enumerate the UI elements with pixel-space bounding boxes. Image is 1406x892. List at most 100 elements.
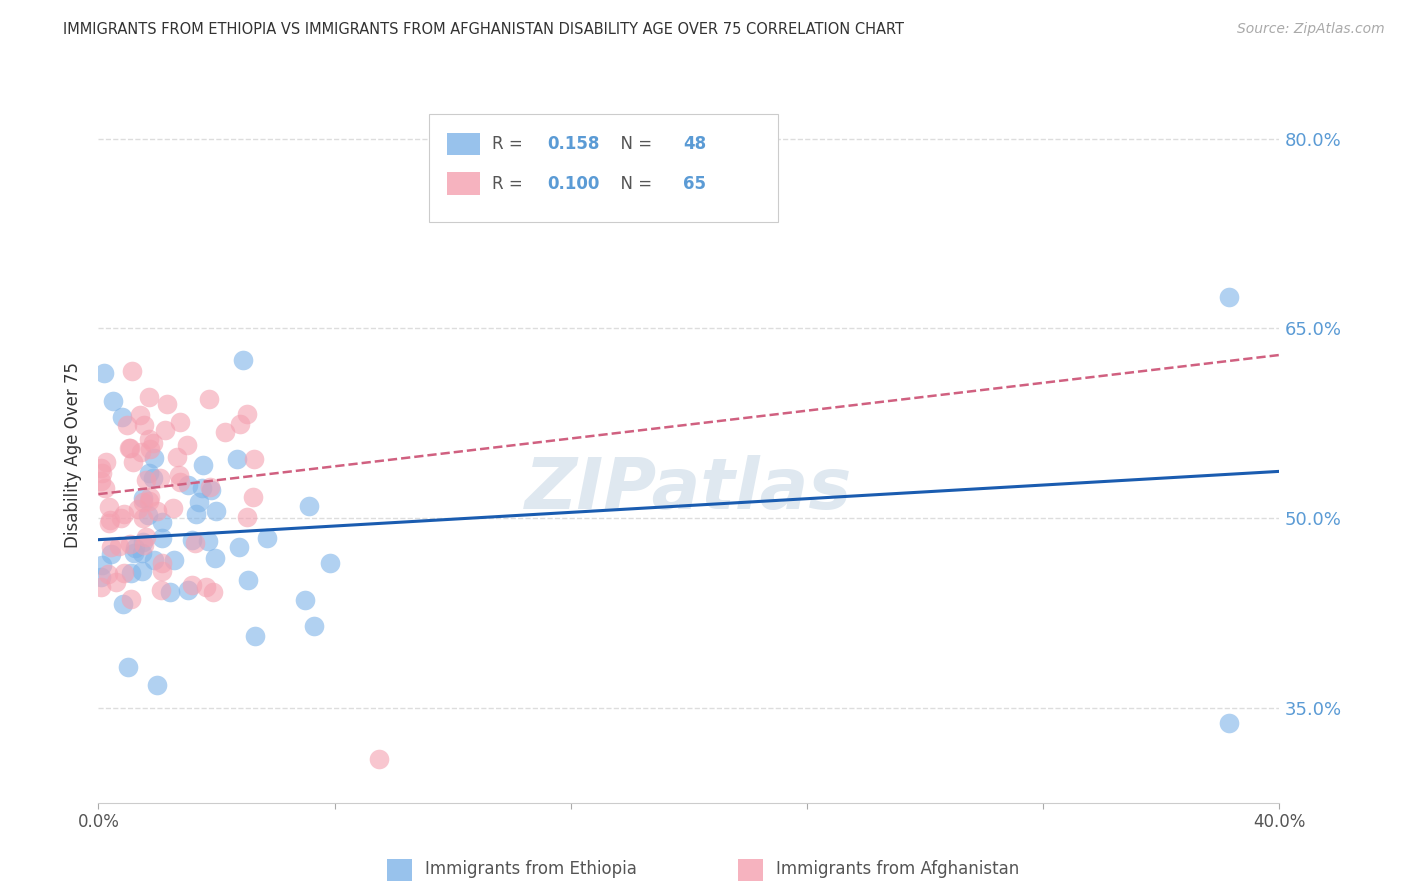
Point [198, 392, 221, 406]
Point [236, 510, 259, 524]
Point [242, 490, 264, 504]
Point [181, 533, 204, 547]
Point [100, 540, 122, 554]
Point [142, 471, 165, 485]
Point [131, 564, 153, 578]
Point [90, 460, 112, 475]
Point [93, 366, 115, 380]
Point [166, 450, 188, 464]
FancyBboxPatch shape [447, 133, 479, 155]
Point [169, 468, 191, 483]
Point [138, 494, 160, 508]
Point [142, 435, 165, 450]
Point [169, 415, 191, 429]
Point [134, 538, 156, 552]
Text: R =: R = [492, 175, 527, 193]
Point [156, 397, 179, 411]
Point [129, 445, 152, 459]
Point [159, 584, 181, 599]
Point [368, 751, 391, 765]
Point [111, 597, 134, 611]
Point [136, 508, 159, 522]
Point [90, 580, 112, 594]
Point [122, 546, 145, 560]
Point [236, 408, 259, 422]
Point [177, 582, 200, 597]
Point [112, 507, 135, 521]
Point [94, 481, 117, 495]
Text: N =: N = [610, 175, 657, 193]
Point [100, 513, 122, 527]
Point [143, 553, 166, 567]
Point [98, 500, 121, 514]
Text: R =: R = [492, 135, 527, 153]
Point [200, 480, 222, 494]
Point [181, 578, 204, 592]
Point [139, 442, 162, 456]
Point [177, 478, 200, 492]
Point [118, 537, 141, 551]
Point [150, 564, 173, 578]
Point [319, 556, 342, 570]
Point [138, 466, 160, 480]
Point [183, 536, 205, 550]
Point [1218, 716, 1240, 731]
Point [127, 501, 149, 516]
Point [195, 580, 218, 594]
Point [143, 450, 166, 465]
Point [153, 423, 176, 437]
Point [117, 660, 139, 674]
Point [193, 458, 215, 472]
Text: 48: 48 [683, 135, 706, 153]
Text: 65: 65 [683, 175, 706, 193]
Point [138, 390, 160, 404]
Point [146, 677, 169, 691]
Point [232, 352, 254, 367]
Point [118, 441, 141, 455]
Point [105, 574, 128, 589]
Text: Immigrants from Ethiopia: Immigrants from Ethiopia [425, 860, 637, 878]
Point [229, 417, 252, 432]
Point [128, 408, 150, 422]
Point [184, 507, 207, 521]
Point [110, 511, 132, 525]
Text: 0.158: 0.158 [547, 135, 599, 153]
Point [138, 432, 160, 446]
Point [297, 499, 319, 513]
Point [202, 585, 225, 599]
Point [132, 534, 155, 549]
Point [256, 532, 278, 546]
Point [112, 566, 135, 581]
Point [149, 471, 172, 485]
Point [197, 534, 219, 549]
Point [294, 593, 316, 607]
Point [169, 475, 191, 490]
Point [131, 546, 153, 560]
Point [1218, 290, 1240, 304]
Point [111, 409, 134, 424]
Point [226, 451, 249, 466]
Point [150, 531, 173, 545]
Point [238, 573, 260, 587]
Point [146, 503, 169, 517]
Point [163, 552, 186, 566]
Point [152, 556, 174, 570]
FancyBboxPatch shape [429, 114, 778, 222]
Y-axis label: Disability Age Over 75: Disability Age Over 75 [65, 362, 83, 548]
Point [200, 483, 222, 497]
Point [150, 582, 173, 597]
Point [139, 490, 162, 504]
Point [132, 491, 155, 505]
Text: Immigrants from Afghanistan: Immigrants from Afghanistan [776, 860, 1019, 878]
Point [228, 540, 250, 554]
Point [91, 558, 114, 572]
Point [124, 541, 146, 555]
Point [132, 511, 155, 525]
Point [132, 417, 155, 432]
Point [90, 475, 112, 489]
Point [152, 515, 174, 529]
Point [103, 393, 125, 408]
Text: Source: ZipAtlas.com: Source: ZipAtlas.com [1237, 22, 1385, 37]
Text: 0.100: 0.100 [547, 175, 599, 193]
Point [242, 452, 264, 467]
